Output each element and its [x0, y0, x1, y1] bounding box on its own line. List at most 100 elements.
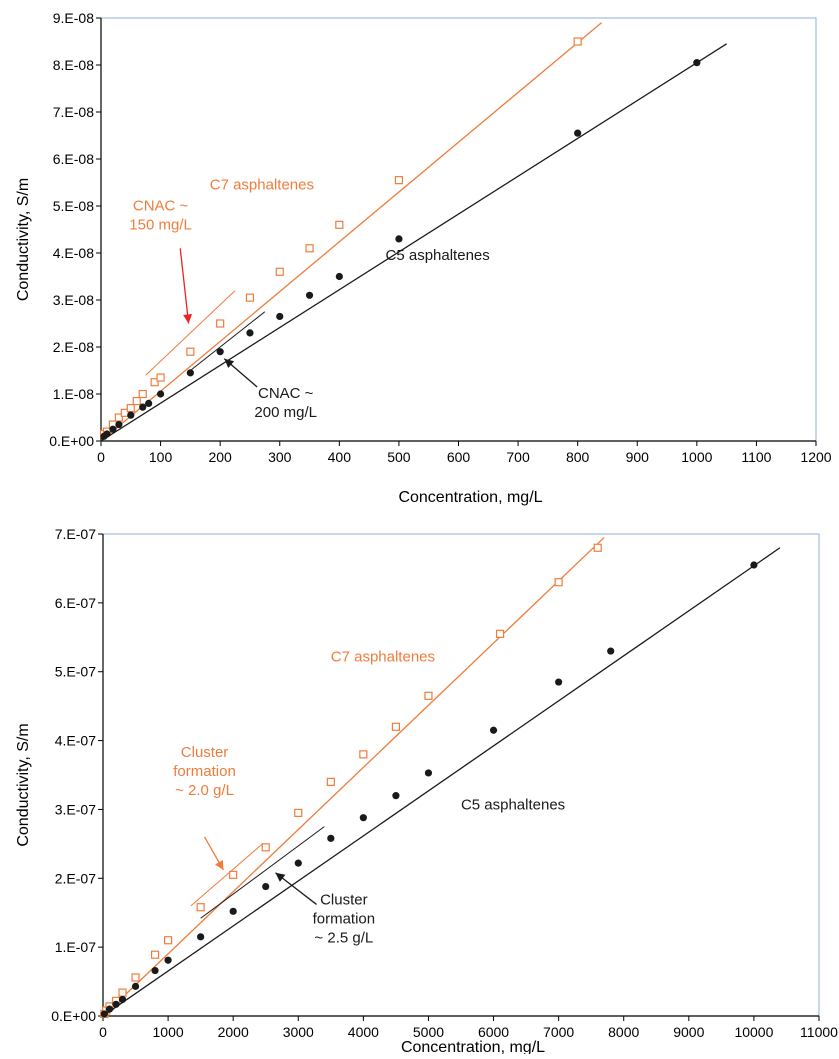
data-point	[139, 403, 147, 411]
annotation-text: Cluster	[320, 891, 368, 908]
y-tick-label: 4.E-08	[53, 245, 94, 261]
data-point	[156, 390, 165, 398]
data-point	[112, 1000, 120, 1008]
x-tick-label: 11000	[800, 1024, 838, 1040]
data-point	[424, 769, 433, 777]
data-point	[693, 59, 701, 67]
data-point	[574, 129, 582, 137]
data-point	[186, 347, 195, 356]
x-tick-label: 1000	[681, 449, 712, 465]
x-tick-label: 800	[566, 449, 590, 465]
x-tick-label: 100	[149, 449, 173, 465]
y-tick-label: 2.E-07	[55, 870, 96, 886]
data-point	[245, 293, 255, 302]
data-point	[294, 808, 303, 817]
data-point	[305, 291, 314, 299]
data-point	[424, 691, 433, 700]
data-point	[132, 396, 141, 406]
data-point	[305, 244, 314, 253]
data-point	[127, 411, 135, 419]
data-point	[593, 543, 602, 552]
data-point	[131, 973, 140, 982]
data-point	[109, 425, 117, 433]
y-tick-label: 0.E+00	[51, 1008, 96, 1024]
data-point	[394, 176, 404, 185]
data-point	[164, 956, 172, 964]
data-point	[554, 578, 563, 587]
chart-bottom: 0 1000 2000 3000 4000 5000 6000 7000 8000 9000 100…	[15, 526, 838, 1056]
x-tick-label: 1100	[741, 449, 771, 465]
x-tick-label: 3000	[283, 1024, 314, 1040]
y-tick-label: 9.E-08	[53, 10, 94, 26]
data-point	[216, 348, 224, 356]
annotation-text: CNAC ~	[258, 385, 314, 402]
data-point	[262, 882, 270, 891]
data-point	[335, 220, 344, 229]
x-tick-label: 7000	[543, 1024, 574, 1040]
data-point	[555, 678, 563, 686]
y-tick-label: 8.E-08	[53, 57, 94, 73]
data-point	[276, 312, 284, 321]
data-point	[359, 750, 368, 759]
y-tick-label: 3.E-08	[53, 292, 94, 308]
annotation-arrowhead	[215, 859, 224, 871]
data-point	[186, 369, 194, 377]
annotation-text: C7 asphaltenes	[331, 648, 435, 665]
data-point	[495, 629, 505, 638]
annotation-text: C5 asphaltenes	[386, 247, 490, 264]
data-point	[750, 561, 758, 569]
y-tick-label: 1.E-08	[53, 386, 94, 402]
x-tick-label: 0	[99, 1024, 107, 1040]
annotation-text: Cluster	[181, 744, 229, 761]
y-tick-label: 5.E-07	[55, 664, 96, 680]
data-point	[392, 792, 400, 800]
annotation-text: CNAC ~	[133, 198, 189, 215]
x-tick-label: 600	[447, 449, 471, 465]
x-axis-title: Concentration, mg/L	[401, 1039, 545, 1054]
data-point	[126, 404, 135, 413]
data-point	[197, 933, 205, 941]
y-tick-label: 6.E-07	[55, 595, 96, 611]
y-tick-label: 5.E-08	[53, 198, 94, 214]
data-point	[391, 722, 401, 731]
x-tick-label: 6000	[478, 1024, 509, 1040]
data-point	[261, 843, 270, 852]
x-tick-label: 400	[328, 449, 352, 465]
data-point	[103, 430, 111, 438]
data-point	[156, 373, 165, 382]
data-point	[196, 903, 205, 912]
annotation-text: C5 asphaltenes	[461, 796, 565, 813]
data-point	[145, 399, 153, 407]
y-tick-label: 6.E-08	[53, 151, 94, 167]
data-point	[229, 870, 238, 879]
data-point	[326, 777, 335, 786]
data-point	[118, 995, 127, 1004]
data-point	[150, 950, 160, 959]
x-tick-label: 500	[387, 449, 411, 465]
data-point	[216, 319, 225, 328]
series-tangent-line	[190, 843, 263, 907]
data-point	[335, 272, 343, 281]
series-fit-line	[100, 22, 602, 442]
annotation-text: 150 mg/L	[129, 217, 192, 234]
data-point	[100, 1010, 108, 1018]
x-tick-label: 8000	[608, 1024, 639, 1040]
chart-top: 0 100 200 300 400 500 600 700 800 900 1000 1100 1200…	[15, 10, 832, 506]
y-axis-title: Conductivity, S/m	[15, 178, 32, 301]
x-tick-label: 9000	[673, 1024, 704, 1040]
x-tick-label: 4000	[348, 1024, 379, 1040]
y-tick-label: 4.E-07	[55, 733, 96, 749]
x-tick-label: 0	[97, 449, 105, 465]
data-point	[229, 907, 237, 915]
x-tick-label: 10000	[734, 1024, 773, 1040]
y-tick-label: 1.E-07	[55, 939, 96, 955]
x-tick-label: 5000	[413, 1024, 444, 1040]
annotation-text: C7 asphaltenes	[210, 177, 314, 194]
annotation-arrowhead	[275, 872, 286, 882]
y-tick-label: 0.E+00	[49, 433, 94, 449]
x-tick-label: 700	[506, 449, 530, 465]
data-point	[573, 37, 582, 46]
y-tick-label: 7.E-08	[53, 104, 94, 120]
data-point	[151, 966, 159, 975]
